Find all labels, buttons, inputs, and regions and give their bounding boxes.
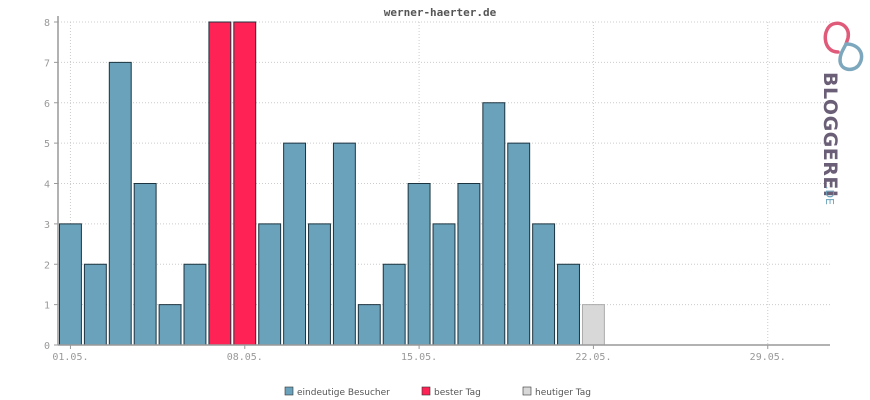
logo-text: BLOGGEREI (819, 72, 841, 197)
legend-label: bester Tag (434, 388, 481, 398)
bar-visitors (83, 263, 107, 346)
axes: 0 1 2 3 4 5 6 7 8 01.05. 08.05. 15.05. 22.05. 29.05. (44, 16, 830, 363)
bar-visitors (407, 183, 431, 346)
bar-visitors (308, 223, 331, 346)
y-tick-label: 3 (44, 220, 50, 231)
y-tick-label: 2 (44, 260, 50, 271)
y-tick-label: 0 (44, 341, 50, 352)
bar-visitors (507, 142, 531, 346)
y-tick-label: 1 (44, 301, 50, 312)
legend-swatch (421, 386, 431, 396)
bar-visitors (108, 61, 132, 346)
bar-visitors (357, 304, 381, 346)
y-tick-label: 7 (44, 58, 50, 69)
y-tick-label: 4 (44, 180, 50, 191)
x-tick-label: 22.05. (575, 352, 611, 363)
legend: eindeutige Besucher bester Tag heutiger Ta… (284, 386, 591, 398)
x-tick-label: 15.05. (401, 352, 437, 363)
legend-swatch (522, 386, 532, 396)
bar-visitors (283, 142, 307, 346)
bar-visitors (258, 223, 282, 346)
chart-title: werner-haerter.de (384, 6, 497, 19)
bar-visitors (332, 142, 356, 346)
bar-best-day (233, 21, 257, 346)
bar-visitors (133, 183, 157, 346)
x-tick-label: 01.05. (52, 352, 88, 363)
x-tick-label: 29.05. (750, 352, 786, 363)
bar-today (581, 304, 605, 346)
bars (59, 21, 605, 346)
bar-visitors (532, 223, 556, 346)
logo-tld: .DE (823, 186, 836, 205)
bar-visitors (482, 102, 506, 346)
y-tick-label: 5 (44, 139, 50, 150)
bar-visitors (557, 263, 580, 346)
bar-visitors (382, 263, 406, 346)
bloggerei-logo: BLOGGEREI .DE (819, 21, 864, 205)
bar-best-day (208, 21, 232, 346)
bar-visitors (457, 183, 481, 346)
bar-visitors (183, 263, 207, 346)
y-tick-label: 8 (44, 18, 50, 29)
bar-visitors (432, 223, 456, 346)
bar-visitors (59, 223, 82, 346)
legend-label: heutiger Tag (535, 388, 591, 398)
bar-visitors (158, 304, 182, 346)
legend-swatch (284, 386, 294, 396)
bloggerei-logo-icon (823, 21, 864, 72)
legend-label: eindeutige Besucher (297, 388, 390, 398)
x-tick-label: 08.05. (227, 352, 263, 363)
y-tick-label: 6 (44, 99, 50, 110)
